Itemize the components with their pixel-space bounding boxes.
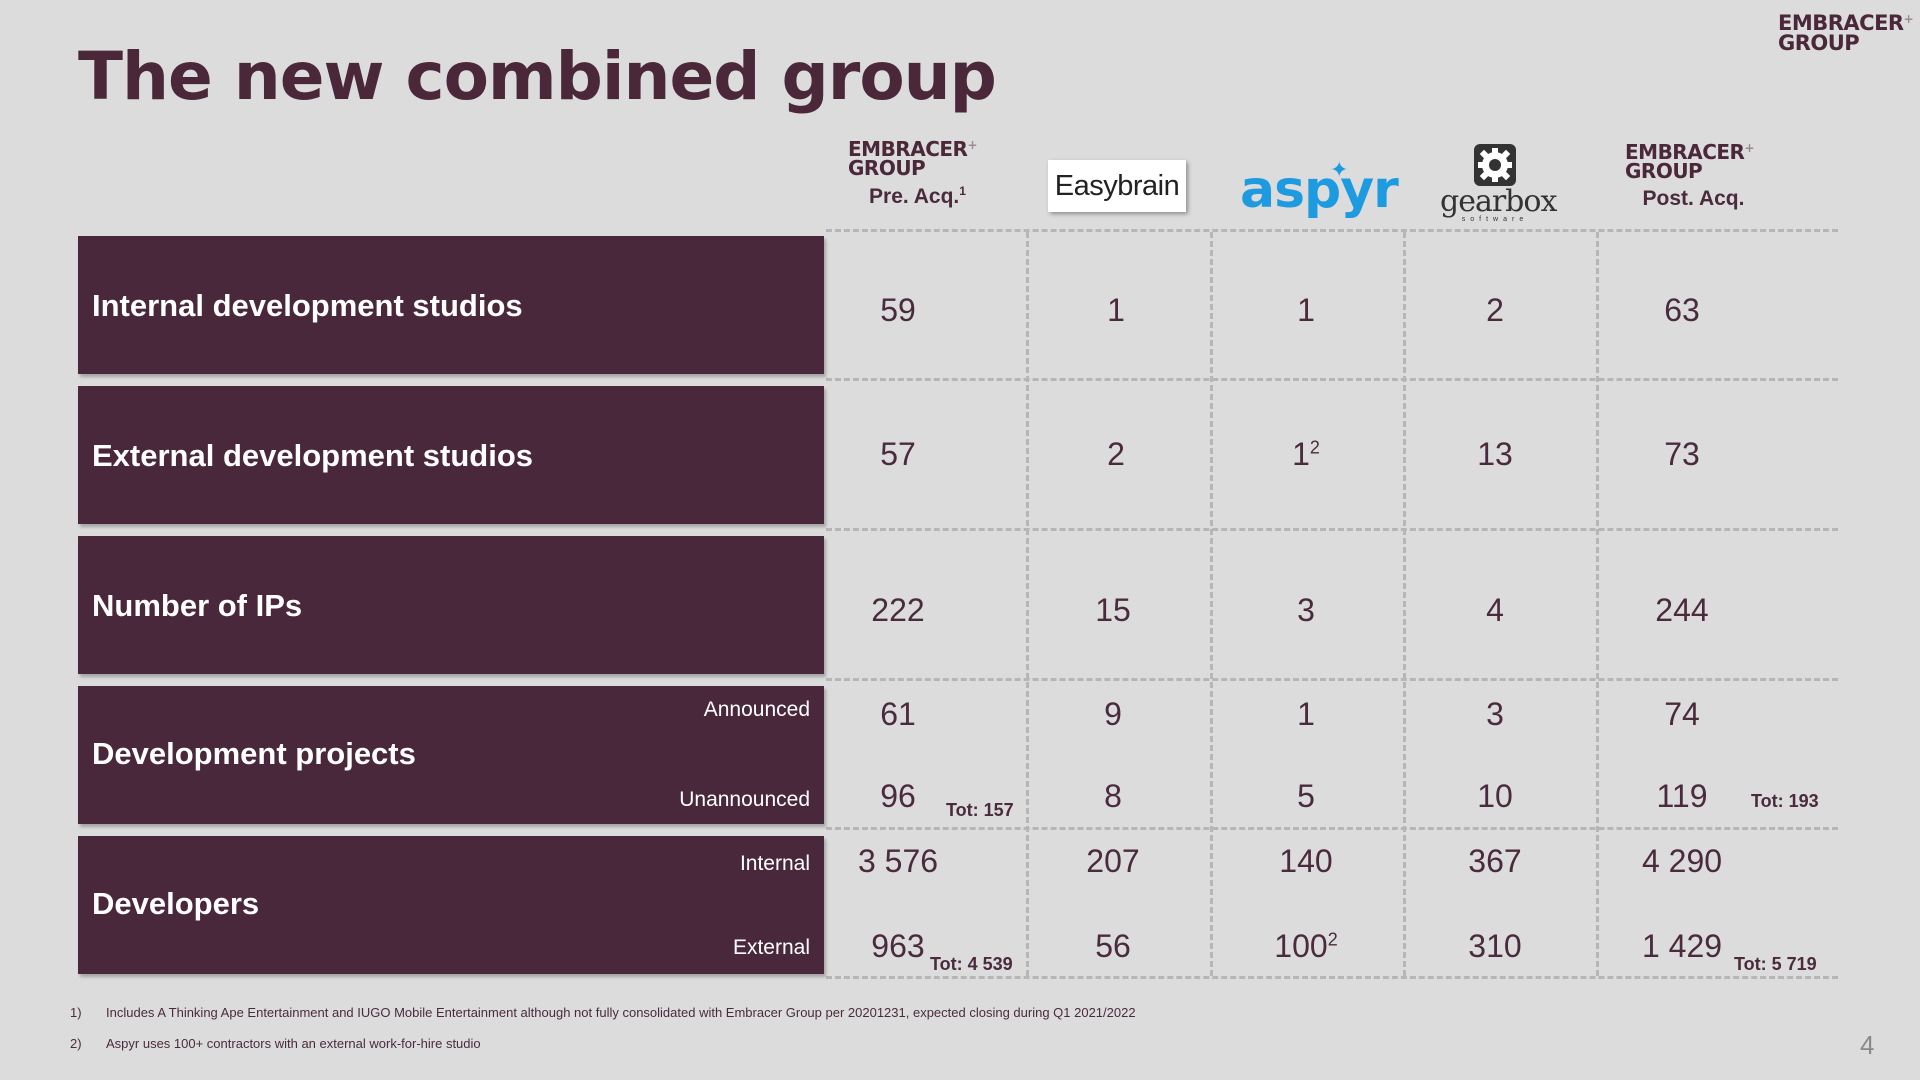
row-internal-studios: Internal development studios bbox=[78, 236, 824, 374]
divider bbox=[826, 976, 1838, 979]
sub-label-external: External bbox=[732, 936, 810, 959]
divider bbox=[1403, 232, 1406, 976]
cell-value: 2 bbox=[1107, 436, 1125, 472]
total-label: Tot: 5 719 bbox=[1734, 954, 1817, 974]
divider bbox=[826, 827, 1838, 830]
cell-value: 222 bbox=[871, 592, 925, 628]
cell-value: 5 bbox=[1297, 778, 1315, 814]
cell-value: 4 bbox=[1486, 592, 1504, 628]
total-label: Tot: 157 bbox=[946, 800, 1014, 820]
column-header-post: EMBRACER+ GROUP Post. Acq. bbox=[1625, 140, 1754, 210]
divider bbox=[826, 378, 1838, 381]
page-title: The new combined group bbox=[78, 38, 997, 115]
row-projects: Announced Development projects Unannounc… bbox=[78, 686, 824, 824]
cell-value: 15 bbox=[1095, 592, 1131, 628]
cell-value: 56 bbox=[1095, 928, 1131, 964]
easybrain-logo: Easybrain bbox=[1048, 160, 1186, 212]
row-label: Number of IPs bbox=[92, 588, 303, 623]
total-label: Tot: 193 bbox=[1751, 791, 1819, 811]
gearbox-logo: gearbox software bbox=[1440, 142, 1557, 224]
sub-label-internal: Internal bbox=[739, 852, 810, 875]
sub-label-announced: Announced bbox=[703, 698, 810, 721]
cell-value: 1 bbox=[1297, 696, 1315, 732]
cell-value: 8 bbox=[1104, 778, 1122, 814]
cell-value: 74 bbox=[1664, 696, 1700, 732]
cell-value: 59 bbox=[880, 292, 916, 328]
divider bbox=[1596, 232, 1599, 976]
cell-value: 96 bbox=[880, 778, 916, 814]
cell-value: 207 bbox=[1086, 843, 1140, 879]
cell-value: 4 290 bbox=[1641, 843, 1723, 879]
divider bbox=[826, 528, 1838, 531]
row-ips: Number of IPs bbox=[78, 536, 824, 674]
cell-value: 73 bbox=[1664, 436, 1700, 472]
divider bbox=[1210, 232, 1213, 976]
cell-value: 310 bbox=[1468, 928, 1522, 964]
divider bbox=[826, 229, 1838, 232]
sparkle-icon: ✦ bbox=[1330, 157, 1349, 182]
cell-value: 13 bbox=[1477, 436, 1513, 472]
row-label: Development projects bbox=[92, 736, 416, 771]
cell-value: 140 bbox=[1279, 843, 1333, 879]
row-label: External development studios bbox=[92, 438, 533, 473]
row-external-studios: External development studios bbox=[78, 386, 824, 524]
row-developers: Internal Developers External bbox=[78, 836, 824, 974]
cell-value: 3 bbox=[1486, 696, 1504, 732]
embracer-logo: EMBRACER+ GROUP bbox=[1778, 11, 1914, 55]
sub-label-unannounced: Unannounced bbox=[679, 788, 810, 811]
column-header-pre: EMBRACER+ GROUP Pre. Acq.1 bbox=[848, 137, 977, 208]
row-label: Internal development studios bbox=[92, 288, 523, 323]
embracer-logo: EMBRACER+ GROUP bbox=[1625, 140, 1754, 183]
page-number: 4 bbox=[1860, 1030, 1875, 1060]
gear-icon bbox=[1474, 144, 1516, 186]
divider bbox=[826, 678, 1838, 681]
cell-value: 119 bbox=[1656, 778, 1708, 814]
cell-value: 63 bbox=[1664, 292, 1700, 328]
divider bbox=[1026, 232, 1029, 976]
cell-value: 12 bbox=[1292, 436, 1320, 472]
cell-value: 9 bbox=[1104, 696, 1122, 732]
cell-value: 963 bbox=[871, 928, 925, 964]
cell-value: 2 bbox=[1486, 292, 1504, 328]
cell-value: 367 bbox=[1468, 843, 1522, 879]
cell-value: 61 bbox=[880, 696, 916, 732]
footnote-2: 2) Aspyr uses 100+ contractors with an ex… bbox=[70, 1036, 481, 1051]
cell-value: 3 bbox=[1297, 592, 1315, 628]
cell-value: 1 bbox=[1297, 292, 1315, 328]
cell-value: 1002 bbox=[1274, 928, 1338, 964]
cell-value: 57 bbox=[880, 436, 916, 472]
aspyr-logo: aspyr bbox=[1240, 160, 1399, 220]
row-label: Developers bbox=[92, 886, 260, 921]
cell-value: 3 576 bbox=[857, 843, 939, 879]
cell-value: 1 bbox=[1107, 292, 1125, 328]
total-label: Tot: 4 539 bbox=[930, 954, 1013, 974]
footnote-1: 1) Includes A Thinking Ape Entertainment … bbox=[70, 1005, 1136, 1020]
cell-value: 10 bbox=[1477, 778, 1513, 814]
cell-value: 1 429 bbox=[1641, 928, 1723, 964]
cell-value: 244 bbox=[1655, 592, 1709, 628]
embracer-logo: EMBRACER+ GROUP bbox=[848, 137, 977, 180]
